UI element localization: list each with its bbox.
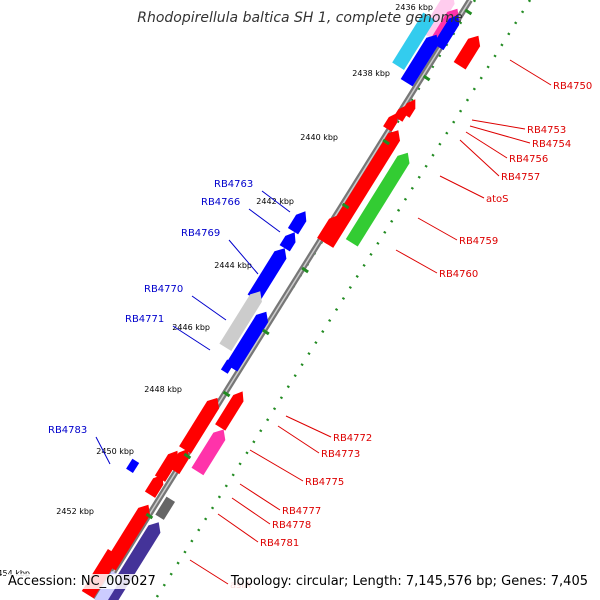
guide-line-outer-left [93, 0, 477, 600]
guide-line-inner [153, 0, 532, 600]
leader-line [249, 449, 304, 482]
gene-blue-rb4771 [225, 311, 269, 372]
gene-gray-rb4770 [219, 291, 262, 351]
leader-line [469, 125, 531, 144]
tick-label: 2444 kbp [214, 261, 252, 270]
leader-line [439, 175, 485, 199]
gene-label-reverse: RB4773 [321, 449, 360, 460]
leader-line [95, 436, 111, 465]
gene-label-reverse: RB4772 [333, 433, 372, 444]
gene-label-forward: RB4766 [201, 197, 240, 208]
tick-label: 2454 kbp [0, 569, 30, 578]
tick-mark [145, 512, 154, 520]
gene-blue-tiny [126, 458, 140, 473]
gene-labels: RB4763 RB4766 RB4769 RB4770 RB4771 RB4783 RB47… [48, 81, 592, 591]
leader-line [261, 190, 291, 213]
leader-line [248, 208, 281, 233]
tick-label: 2442 kbp [256, 197, 294, 206]
leader-line [471, 119, 526, 130]
gene-blue-top [400, 34, 439, 87]
leader-line [191, 295, 227, 321]
label-leader-lines [95, 59, 552, 585]
tick-label: 2436 kbp [395, 3, 433, 12]
dotted-guides [93, 0, 532, 600]
leader-line [509, 59, 552, 86]
leader-line [277, 425, 320, 454]
gene-label-reverse: RB4756 [509, 154, 548, 165]
tick-mark [382, 138, 390, 146]
gene-red-rb4781 [144, 474, 164, 498]
gene-blue-top2 [433, 14, 460, 51]
gene-label-reverse: RB4759 [459, 236, 498, 247]
tick-mark [262, 328, 270, 336]
gene-red-rb4772 [215, 391, 244, 431]
leader-line [465, 131, 508, 159]
tick-mark [222, 390, 231, 398]
gene-red-rb4757 [321, 130, 400, 248]
gene-green-atos [345, 152, 410, 247]
leader-line [172, 325, 211, 351]
leader-line [417, 217, 458, 241]
tick-mark [422, 74, 431, 82]
gene-label-forward: RB4771 [125, 314, 164, 325]
gene-label-reverse: atoS [486, 194, 509, 205]
gene-label-forward: RB4763 [214, 179, 253, 190]
gene-label-reverse: RB4775 [305, 477, 344, 488]
gene-cyan [392, 12, 436, 70]
gene-red-rb4778 [154, 450, 179, 482]
tick-label: 2446 kbp [172, 323, 210, 332]
gene-red-rb4756 [383, 112, 398, 132]
gene-darkgray [155, 496, 175, 520]
gene-label-reverse: RB4781 [260, 538, 299, 549]
gene-label-reverse: RB4757 [501, 172, 540, 183]
tick-label: 2440 kbp [300, 133, 338, 142]
tick-label: 2438 kbp [352, 69, 390, 78]
gene-label-forward: RB4783 [48, 425, 87, 436]
gene-label-reverse: RB4753 [527, 125, 566, 136]
leader-line [189, 559, 229, 585]
gene-red-rb4773 [179, 397, 220, 454]
tick-label: 2450 kbp [96, 447, 134, 456]
tick-mark [301, 266, 309, 274]
gene-red-rb4760 [317, 215, 340, 245]
genome-summary-text: Topology: circular; Length: 7,145,576 bp… [228, 574, 590, 589]
tick-label: 2448 kbp [144, 385, 182, 394]
gene-blue-rb4766 [279, 232, 296, 252]
leader-line [239, 483, 281, 511]
tick-mark [464, 8, 473, 16]
gene-pink-rb4775 [191, 429, 226, 476]
accession-text: Accession: NC_005027 [6, 574, 158, 589]
leader-line [231, 497, 271, 525]
gene-label-reverse: RB4750 [553, 81, 592, 92]
gene-label-reverse: RB4778 [272, 520, 311, 531]
gene-label-reverse: RB4754 [532, 139, 571, 150]
scale-ticks: 2436 kbp 2438 kbp 2440 kbp 2442 kbp 2444 kbp… [0, 3, 473, 582]
leader-line [217, 513, 259, 543]
tick-mark [183, 452, 192, 460]
leader-line [395, 249, 438, 274]
genome-backbone [93, 0, 473, 600]
leader-line [228, 239, 259, 275]
gene-features [81, 0, 481, 600]
gene-blue-rb4769 [247, 248, 287, 302]
map-title: Rhodopirellula baltica SH 1, complete ge… [137, 10, 463, 26]
gene-red-rb4750 [453, 35, 481, 70]
tick-mark [341, 202, 350, 210]
gene-label-reverse: RB4777 [282, 506, 321, 517]
leader-line [285, 415, 332, 438]
leader-line [459, 139, 500, 177]
gene-label-reverse: RB4760 [439, 269, 478, 280]
gene-blue-small [220, 359, 234, 374]
gene-label-forward: RB4769 [181, 228, 220, 239]
gene-label-forward: RB4770 [144, 284, 183, 295]
tick-label: 2452 kbp [56, 507, 94, 516]
gene-blue-rb4763 [287, 211, 307, 235]
